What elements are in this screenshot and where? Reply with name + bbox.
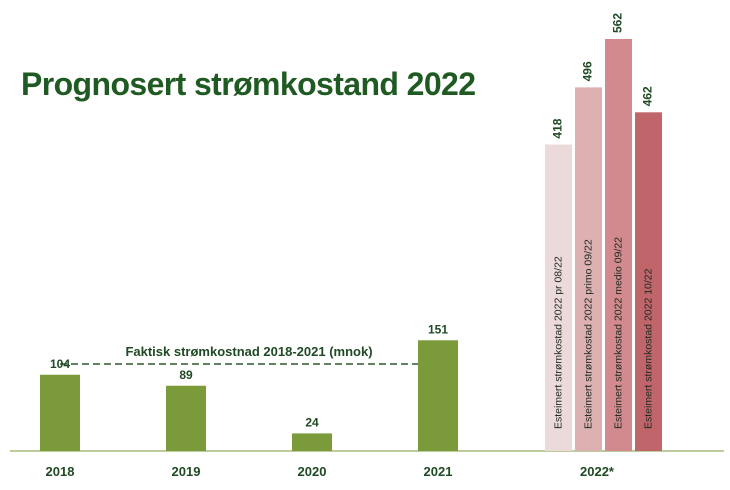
x-tick-2019: 2019 xyxy=(172,464,201,479)
bar-2022-estimate-2 xyxy=(575,87,602,451)
x-tick-2020: 2020 xyxy=(298,464,327,479)
bar-label-2022-estimate-2: Esteimert strømkostad 2022 primo 09/22 xyxy=(582,239,594,429)
bar-value-2019: 89 xyxy=(179,368,193,382)
x-tick-2022star: 2022* xyxy=(580,464,615,479)
bar-2022-estimate-3 xyxy=(605,39,632,451)
page-title: Prognosert strømkostand 2022 xyxy=(21,66,476,102)
bar-2019 xyxy=(166,385,206,451)
x-tick-2018: 2018 xyxy=(46,464,75,479)
bar-value-2022-estimate-1: 418 xyxy=(551,118,565,138)
bar-value-2022-estimate-4: 462 xyxy=(641,86,655,106)
bar-label-2022-estimate-1: Esteimert strømkostad 2022 pr 08/22 xyxy=(552,256,564,429)
bar-label-2022-estimate-4: Esteimert strømkostad 2022 10/22 xyxy=(642,268,654,429)
bar-2021 xyxy=(418,340,458,451)
bar-2020 xyxy=(292,433,332,451)
bar-2022-estimate-4 xyxy=(635,112,662,452)
bar-value-2018: 104 xyxy=(50,357,70,371)
bar-value-2022-estimate-3: 562 xyxy=(611,13,625,33)
bar-2018 xyxy=(40,374,80,451)
bar-value-2021: 151 xyxy=(428,322,448,336)
annotation-label: Faktisk strømkostnad 2018-2021 (mnok) xyxy=(125,344,372,359)
bar-value-2020: 24 xyxy=(305,415,319,429)
bar-label-2022-estimate-3: Esteimert strømkostad 2022 medio 09/22 xyxy=(612,237,624,429)
x-tick-2021: 2021 xyxy=(424,464,453,479)
bar-2022-estimate-1 xyxy=(545,144,572,451)
bar-value-2022-estimate-2: 496 xyxy=(581,61,595,81)
